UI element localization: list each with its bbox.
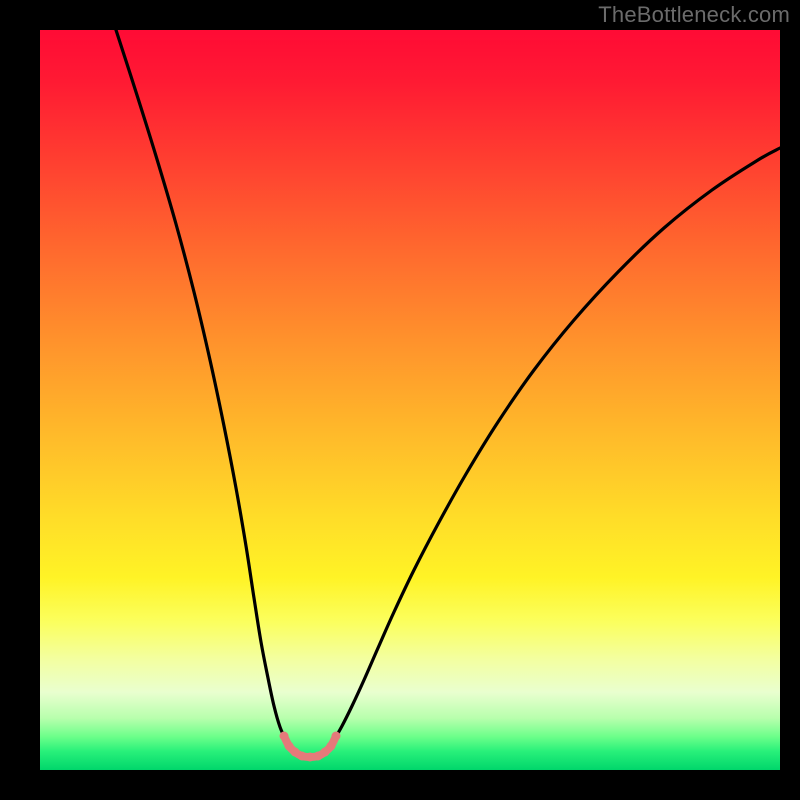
watermark-text: TheBottleneck.com <box>598 2 790 28</box>
stage: TheBottleneck.com <box>0 0 800 800</box>
bottleneck-curve-left <box>116 30 286 740</box>
valley-dots <box>280 732 341 762</box>
plot-area <box>40 30 780 770</box>
curve-layer <box>40 30 780 770</box>
bottleneck-curve-right <box>334 148 780 740</box>
